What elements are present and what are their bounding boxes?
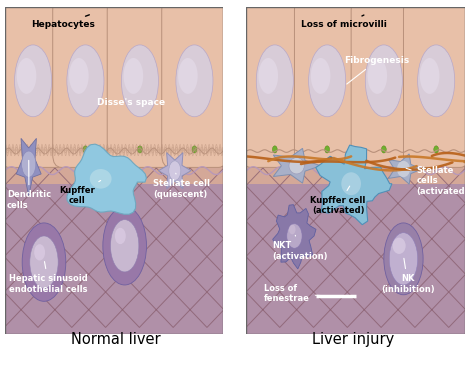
FancyBboxPatch shape bbox=[0, 0, 66, 167]
FancyBboxPatch shape bbox=[160, 73, 175, 99]
FancyBboxPatch shape bbox=[351, 0, 417, 167]
Text: Hepatocytes: Hepatocytes bbox=[31, 15, 95, 29]
Ellipse shape bbox=[397, 161, 410, 177]
Ellipse shape bbox=[121, 45, 158, 117]
Ellipse shape bbox=[67, 45, 104, 117]
Ellipse shape bbox=[22, 151, 36, 177]
Text: Kupffer
cell: Kupffer cell bbox=[59, 181, 100, 205]
Polygon shape bbox=[273, 148, 320, 183]
FancyBboxPatch shape bbox=[294, 0, 360, 167]
Ellipse shape bbox=[192, 146, 197, 153]
Text: Fibrogenesis: Fibrogenesis bbox=[345, 56, 410, 84]
Text: NKT
(activation): NKT (activation) bbox=[273, 235, 328, 261]
Bar bbox=[246, 164, 465, 334]
FancyBboxPatch shape bbox=[107, 0, 173, 167]
FancyBboxPatch shape bbox=[403, 73, 417, 99]
FancyBboxPatch shape bbox=[162, 0, 227, 167]
Ellipse shape bbox=[110, 219, 139, 272]
Bar bbox=[5, 164, 223, 334]
FancyBboxPatch shape bbox=[403, 0, 469, 167]
Polygon shape bbox=[273, 205, 316, 269]
Ellipse shape bbox=[289, 225, 296, 235]
Ellipse shape bbox=[382, 146, 386, 153]
Ellipse shape bbox=[90, 169, 111, 189]
Text: Dendritic
cells: Dendritic cells bbox=[7, 160, 51, 210]
Text: Kupffer cell
(activated): Kupffer cell (activated) bbox=[310, 186, 366, 215]
Ellipse shape bbox=[434, 146, 438, 153]
Ellipse shape bbox=[289, 157, 304, 174]
Ellipse shape bbox=[15, 45, 52, 117]
Polygon shape bbox=[67, 144, 146, 214]
Polygon shape bbox=[158, 153, 191, 189]
Polygon shape bbox=[316, 145, 392, 225]
FancyBboxPatch shape bbox=[53, 0, 118, 167]
Ellipse shape bbox=[17, 58, 36, 94]
Ellipse shape bbox=[389, 233, 418, 285]
Ellipse shape bbox=[311, 58, 330, 94]
FancyBboxPatch shape bbox=[53, 73, 66, 99]
Polygon shape bbox=[389, 154, 422, 184]
Ellipse shape bbox=[273, 146, 277, 153]
Text: Liver injury: Liver injury bbox=[312, 332, 394, 347]
Ellipse shape bbox=[309, 45, 346, 117]
Ellipse shape bbox=[22, 223, 66, 301]
Ellipse shape bbox=[367, 58, 387, 94]
Ellipse shape bbox=[178, 58, 198, 94]
Ellipse shape bbox=[256, 45, 293, 117]
Ellipse shape bbox=[34, 244, 45, 261]
Text: Loss of
fenestrae: Loss of fenestrae bbox=[264, 284, 333, 303]
Ellipse shape bbox=[418, 45, 455, 117]
Ellipse shape bbox=[258, 58, 278, 94]
Bar bbox=[5, 145, 223, 184]
Ellipse shape bbox=[365, 45, 402, 117]
FancyBboxPatch shape bbox=[242, 0, 308, 167]
Text: Hepatic sinusoid
endothelial cells: Hepatic sinusoid endothelial cells bbox=[9, 262, 88, 294]
Bar bbox=[5, 7, 223, 164]
Ellipse shape bbox=[103, 207, 146, 285]
Ellipse shape bbox=[115, 228, 126, 244]
Polygon shape bbox=[16, 138, 41, 196]
Ellipse shape bbox=[137, 146, 142, 153]
FancyBboxPatch shape bbox=[347, 73, 364, 99]
Ellipse shape bbox=[31, 146, 36, 153]
FancyBboxPatch shape bbox=[105, 73, 120, 99]
FancyBboxPatch shape bbox=[294, 73, 308, 99]
Ellipse shape bbox=[176, 45, 213, 117]
Ellipse shape bbox=[392, 237, 406, 254]
Ellipse shape bbox=[169, 161, 181, 181]
Ellipse shape bbox=[83, 146, 88, 153]
Ellipse shape bbox=[69, 58, 89, 94]
Bar bbox=[246, 145, 465, 184]
Text: Disse's space: Disse's space bbox=[97, 98, 165, 107]
Ellipse shape bbox=[325, 146, 329, 153]
Text: NK
(inhibition): NK (inhibition) bbox=[381, 258, 435, 294]
Text: Loss of microvilli: Loss of microvilli bbox=[301, 15, 387, 29]
Ellipse shape bbox=[287, 224, 302, 248]
Ellipse shape bbox=[341, 172, 361, 195]
Ellipse shape bbox=[420, 58, 439, 94]
Text: Stellate cell
(quiescent): Stellate cell (quiescent) bbox=[153, 173, 210, 199]
Text: Normal liver: Normal liver bbox=[71, 332, 161, 347]
Ellipse shape bbox=[384, 223, 423, 295]
Ellipse shape bbox=[124, 58, 143, 94]
Text: Stellate
cells
(activated): Stellate cells (activated) bbox=[406, 166, 469, 196]
Ellipse shape bbox=[30, 236, 58, 288]
Bar bbox=[246, 7, 465, 164]
